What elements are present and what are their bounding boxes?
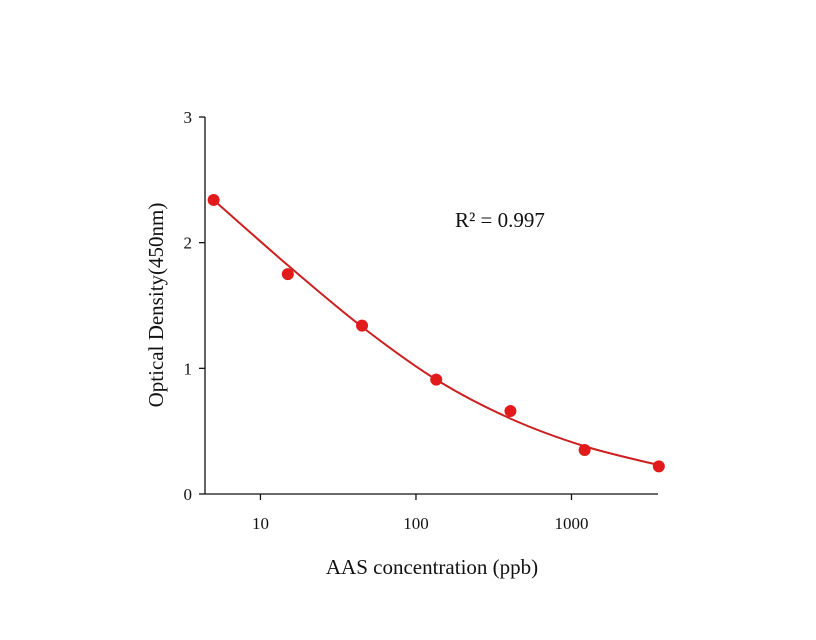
x-tick-label: 100 (403, 514, 429, 533)
data-points (207, 193, 665, 473)
ticks: 0 1 2 3 10 100 1000 (184, 108, 589, 533)
data-point (430, 373, 443, 386)
y-tick-label: 3 (184, 108, 193, 127)
data-point (578, 444, 591, 457)
x-tick-label: 10 (252, 514, 269, 533)
y-tick-label: 1 (184, 359, 193, 378)
x-tick-label: 1000 (554, 514, 588, 533)
r-squared-annotation: R² = 0.997 (455, 208, 545, 232)
data-point (356, 319, 369, 332)
y-tick-label: 0 (184, 485, 193, 504)
data-point (207, 193, 220, 206)
axes (204, 117, 658, 495)
data-point (281, 268, 294, 281)
x-axis-title: AAS concentration (ppb) (326, 555, 538, 579)
fit-curve-layer (212, 199, 660, 467)
data-point (504, 405, 517, 418)
fit-curve (212, 199, 660, 467)
y-axis-title: Optical Density(450nm) (144, 203, 168, 408)
y-tick-label: 2 (184, 234, 193, 253)
data-point (652, 460, 665, 473)
